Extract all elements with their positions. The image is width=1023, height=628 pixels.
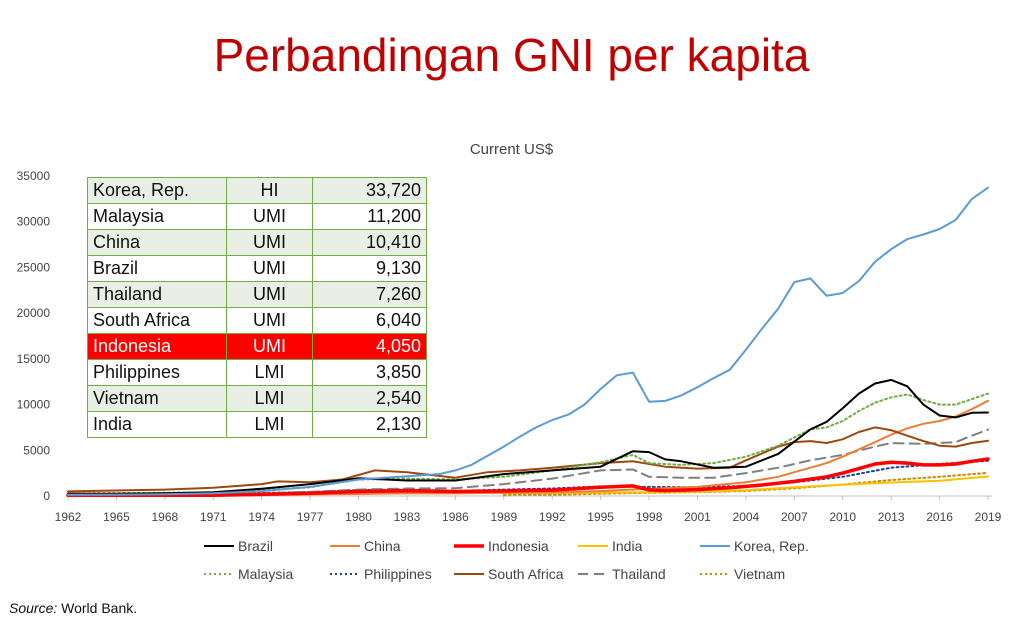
table-cell-group: UMI	[226, 333, 313, 360]
x-tick-label: 2007	[781, 510, 808, 524]
table-cell-country: Philippines	[87, 359, 227, 386]
table-cell-gni: 11,200	[312, 203, 427, 230]
legend-label: India	[612, 538, 643, 554]
table-cell-country: Malaysia	[87, 203, 227, 230]
x-tick-label: 1965	[103, 510, 130, 524]
x-tick-label: 2013	[878, 510, 905, 524]
x-tick-label: 1995	[587, 510, 614, 524]
table-cell-gni: 10,410	[312, 229, 427, 256]
legend-label: South Africa	[488, 566, 564, 582]
chart-title: Current US$	[469, 141, 554, 158]
x-tick-label: 2004	[733, 510, 760, 524]
table-row: Indonesia UMI 4,050	[87, 333, 427, 360]
legend-label: Indonesia	[488, 538, 549, 554]
slide-title: Perbandingan GNI per kapita	[213, 29, 810, 81]
table-row: Malaysia UMI 11,200	[87, 203, 427, 230]
series-line-brazil	[67, 378, 989, 495]
table-row: Thailand UMI 7,260	[87, 281, 427, 308]
source-label: Source:	[9, 600, 58, 616]
table-cell-group: LMI	[226, 359, 313, 386]
legend-label: Brazil	[238, 538, 273, 554]
table-cell-gni: 7,260	[312, 281, 427, 308]
y-tick-label: 25000	[17, 260, 51, 274]
table-cell-group: UMI	[226, 281, 313, 308]
table-cell-group: LMI	[226, 385, 313, 412]
table-cell-country: Indonesia	[87, 333, 227, 360]
table-cell-country: South Africa	[87, 307, 227, 334]
table-cell-gni: 4,050	[312, 333, 427, 360]
x-tick-label: 1968	[151, 510, 178, 524]
table-cell-gni: 33,720	[312, 177, 427, 204]
legend-label: Malaysia	[238, 566, 293, 582]
table-row: Korea, Rep. HI 33,720	[87, 177, 427, 204]
table-row: Philippines LMI 3,850	[87, 359, 427, 386]
table-cell-group: UMI	[226, 255, 313, 282]
y-tick-label: 15000	[17, 352, 51, 366]
chart-legend: Brazil China Indonesia India Korea, Rep. Mala…	[204, 538, 809, 582]
x-tick-label: 1983	[394, 510, 421, 524]
chart-series	[66, 186, 990, 498]
x-tick-label: 2019	[975, 510, 1002, 524]
legend-label: Vietnam	[734, 566, 785, 582]
x-tick-label: 1962	[55, 510, 82, 524]
y-tick-label: 30000	[17, 215, 51, 229]
table-cell-country: Brazil	[87, 255, 227, 282]
table-cell-country: China	[87, 229, 227, 256]
legend-label: China	[364, 538, 401, 554]
table-cell-gni: 9,130	[312, 255, 427, 282]
x-tick-label: 1986	[442, 510, 469, 524]
table-cell-group: UMI	[226, 229, 313, 256]
table-cell-gni: 6,040	[312, 307, 427, 334]
legend-label: Korea, Rep.	[734, 538, 809, 554]
source-text: World Bank.	[57, 600, 138, 616]
legend-label: Thailand	[612, 566, 666, 582]
y-tick-label: 5000	[23, 443, 50, 457]
table-row: China UMI 10,410	[87, 229, 427, 256]
table-cell-group: UMI	[226, 203, 313, 230]
y-tick-label: 10000	[17, 398, 51, 412]
series-line-south-africa	[67, 426, 989, 493]
table-cell-country: Thailand	[87, 281, 227, 308]
table-row: South Africa UMI 6,040	[87, 307, 427, 334]
table-row: Vietnam LMI 2,540	[87, 385, 427, 412]
table-cell-group: HI	[226, 177, 313, 204]
x-tick-label: 1971	[200, 510, 227, 524]
x-tick-label: 1977	[297, 510, 324, 524]
series-line-korea-rep	[67, 186, 989, 496]
y-tick-label: 35000	[17, 169, 51, 183]
x-tick-label: 2001	[684, 510, 711, 524]
x-tick-label: 1992	[539, 510, 566, 524]
table-row: India LMI 2,130	[87, 411, 427, 438]
chart-axes: 0 5000 10000 15000 20000 25000 30000 35000 1962 1…	[17, 169, 1002, 524]
x-tick-label: 1974	[248, 510, 275, 524]
table-row: Brazil UMI 9,130	[87, 255, 427, 282]
series-line-indonesia	[66, 457, 990, 498]
x-tick-label: 2010	[829, 510, 856, 524]
y-tick-label: 0	[43, 489, 50, 503]
table-cell-gni: 3,850	[312, 359, 427, 386]
table-cell-country: Vietnam	[87, 385, 227, 412]
x-tick-label: 1980	[345, 510, 372, 524]
gni-table: Korea, Rep. HI 33,720 Malaysia UMI 11,200 Chin…	[87, 177, 427, 438]
table-cell-country: Korea, Rep.	[87, 177, 227, 204]
x-tick-label: 1989	[490, 510, 517, 524]
table-cell-group: LMI	[226, 411, 313, 438]
table-cell-country: India	[87, 411, 227, 438]
x-tick-label: 2016	[926, 510, 953, 524]
table-cell-gni: 2,540	[312, 385, 427, 412]
table-cell-group: UMI	[226, 307, 313, 334]
legend-label: Philippines	[364, 566, 432, 582]
source-note: Source: World Bank.	[9, 600, 137, 616]
table-cell-gni: 2,130	[312, 411, 427, 438]
y-tick-label: 20000	[17, 306, 51, 320]
x-tick-label: 1998	[636, 510, 663, 524]
